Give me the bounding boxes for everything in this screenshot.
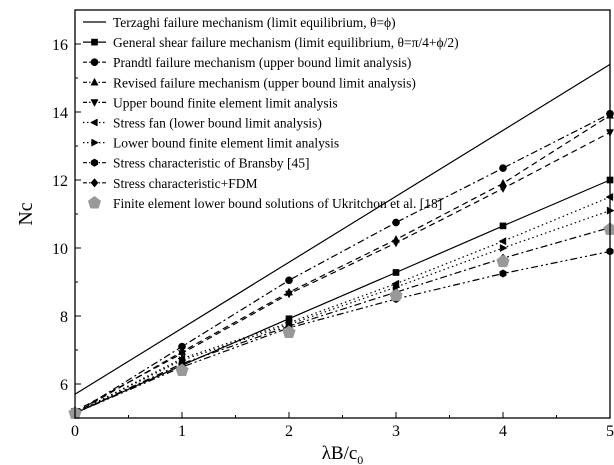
series-line [74, 113, 611, 414]
y-tick-label: 14 [52, 105, 68, 122]
diamond-marker [90, 178, 99, 188]
legend-label: Revised failure mechanism (upper bound l… [113, 75, 416, 90]
legend-item: Terzaghi failure mechanism (limit equili… [83, 15, 396, 30]
legend-label: Stress characteristic+FDM [113, 176, 257, 191]
legend-label: Terzaghi failure mechanism (limit equili… [113, 15, 396, 30]
x-tick-label: 5 [606, 423, 614, 440]
legend: Terzaghi failure mechanism (limit equili… [83, 15, 459, 211]
series-8 [71, 247, 614, 418]
legend-item: Lower bound finite element limit analysi… [83, 136, 339, 151]
hexagon-marker [90, 158, 99, 167]
series-9 [71, 222, 614, 418]
legend-label: Stress characteristic of Bransby [45] [113, 156, 309, 171]
legend-label: Finite element lower bound solutions of … [113, 196, 442, 211]
pentagon-marker [389, 288, 403, 302]
triangle-down-marker [90, 99, 99, 107]
y-tick-label: 8 [60, 309, 68, 326]
legend-label: Prandtl failure mechanism (upper bound l… [113, 55, 411, 70]
circle-marker [90, 58, 99, 67]
y-tick-label: 16 [52, 37, 68, 54]
series-6 [70, 192, 614, 418]
circle-marker [285, 276, 293, 285]
legend-item: Stress characteristic of Bransby [45] [83, 156, 309, 171]
series-7 [71, 206, 614, 418]
triangle-down-marker [498, 185, 508, 194]
triangle-right-marker [499, 243, 508, 253]
x-tick-label: 4 [499, 423, 507, 440]
series-line [74, 250, 611, 414]
triangle-left-marker [89, 118, 98, 127]
legend-label: Stress fan (lower bound limit analysis) [113, 116, 322, 131]
x-axis-title-main: λB/c [322, 443, 358, 464]
legend-label: Lower bound finite element limit analysi… [113, 136, 339, 151]
series-line [74, 63, 611, 395]
series-line [74, 227, 611, 414]
pentagon-marker [603, 222, 614, 235]
circle-marker [392, 218, 400, 227]
x-tick-label: 2 [285, 423, 293, 440]
y-tick-label: 10 [52, 241, 68, 258]
legend-item: Finite element lower bound solutions of … [87, 195, 442, 211]
series-line [74, 179, 611, 414]
series-layer [68, 63, 614, 419]
triangle-up-marker [90, 77, 99, 86]
y-axis-title: Nc [15, 202, 37, 225]
triangle-down-marker [284, 290, 294, 299]
pentagon-marker [87, 195, 102, 209]
triangle-up-marker [498, 178, 508, 187]
y-tick-label: 6 [60, 377, 68, 394]
series-line [74, 196, 611, 414]
pentagon-marker [175, 363, 189, 376]
x-axis-title-subscript: 0 [357, 453, 363, 465]
pentagon-marker [282, 325, 296, 338]
y-tick-label: 12 [52, 173, 68, 190]
series-5 [70, 129, 614, 416]
series-line [74, 210, 611, 414]
legend-item: Stress fan (lower bound limit analysis) [83, 116, 322, 131]
legend-item: Upper bound finite element limit analysi… [83, 95, 338, 110]
triangle-left-marker [498, 237, 507, 246]
square-marker [91, 38, 98, 46]
x-tick-label: 0 [71, 423, 79, 440]
series-1 [74, 63, 611, 395]
x-axis-title: λB/c0 [322, 443, 364, 465]
x-tick-label: 1 [178, 423, 186, 440]
series-2 [71, 176, 614, 417]
triangle-down-marker [391, 239, 401, 248]
circle-marker [499, 164, 507, 172]
series-line [74, 114, 611, 414]
legend-label: Upper bound finite element limit analysi… [113, 95, 338, 110]
hexagon-marker [499, 269, 507, 278]
legend-item: Prandtl failure mechanism (upper bound l… [83, 55, 411, 70]
legend-item: Stress characteristic+FDM [83, 176, 257, 191]
pentagon-marker [496, 254, 510, 268]
square-marker [499, 222, 507, 230]
x-tick-label: 3 [392, 423, 400, 440]
square-marker [392, 269, 400, 276]
legend-item: General shear failure mechanism (limit e… [83, 35, 459, 50]
triangle-right-marker [91, 138, 100, 147]
triangle-down-marker [177, 350, 187, 358]
legend-label: General shear failure mechanism (limit e… [113, 35, 459, 50]
legend-item: Revised failure mechanism (upper bound l… [83, 75, 416, 90]
series-line [74, 131, 611, 412]
